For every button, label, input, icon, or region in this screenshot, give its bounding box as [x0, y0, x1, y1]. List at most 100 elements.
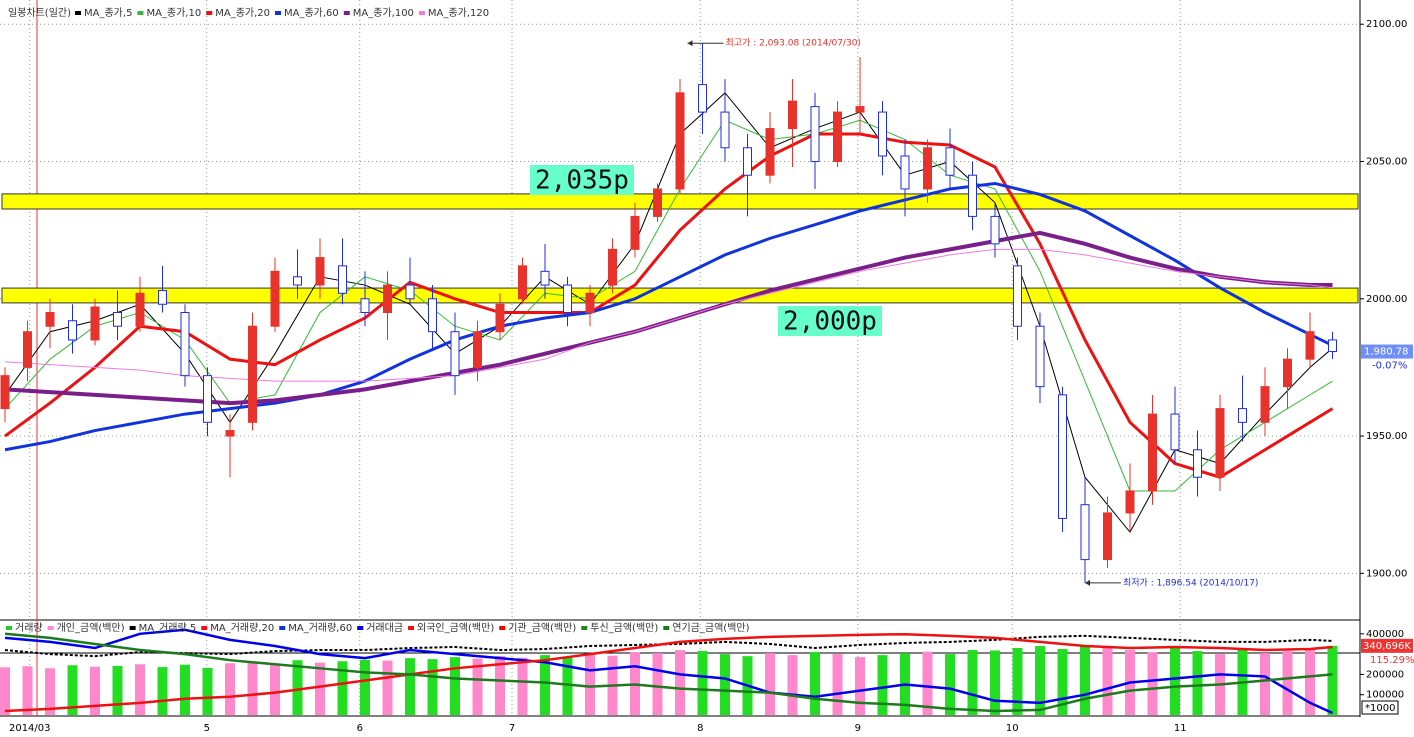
y-tick-label: 400000: [1366, 629, 1404, 640]
volume-bar: [382, 660, 393, 715]
candle-body: [1170, 413, 1180, 451]
volume-bar: [405, 658, 415, 715]
y-tick-label: 1950.00: [1366, 431, 1407, 442]
candle-body: [945, 147, 955, 176]
legend-label: 연기금_금액(백만): [672, 622, 749, 634]
candle-body: [203, 375, 212, 423]
candle-body: [1283, 358, 1292, 388]
candle-body: [1215, 408, 1225, 478]
volume-bar: [1012, 648, 1023, 715]
volume-bar: [45, 668, 55, 715]
volume-bar: [1035, 645, 1045, 715]
unit-box: [1361, 700, 1399, 715]
volume-bar: [1192, 651, 1203, 715]
y-tick-label: 2000.00: [1366, 294, 1407, 305]
candle-body: [428, 298, 437, 333]
volume-bar: [135, 664, 145, 715]
price-change: -0.07%: [1372, 361, 1407, 372]
legend-marker: [279, 626, 286, 630]
volume-bar: [787, 655, 798, 715]
candle-body: [1238, 408, 1247, 423]
volume-line: [4, 634, 1333, 658]
volume-line: [4, 632, 1333, 713]
volume-bar: [697, 651, 708, 715]
volume-bar: [720, 654, 730, 715]
candle-body: [383, 284, 392, 314]
band: [1, 193, 1359, 210]
candle-body: [878, 111, 887, 157]
candle-body: [180, 312, 190, 377]
annotation-arrowhead: [687, 40, 693, 47]
ma-line: [4, 181, 1334, 452]
candle-body: [68, 320, 77, 341]
candle-body: [450, 331, 460, 377]
x-tick-label: 8: [697, 723, 703, 734]
volume-bar: [1080, 644, 1090, 715]
legend-label: MA_종가,60: [284, 7, 339, 19]
volume-bar: [337, 661, 348, 715]
candle-body: [495, 303, 505, 333]
legend-marker: [6, 626, 12, 630]
legend-marker: [206, 11, 213, 15]
candle-body: [630, 215, 640, 250]
x-tick-label: 2014/03: [9, 723, 51, 734]
legend-label: MA_거래량,20: [210, 622, 274, 634]
volume-bar: [202, 667, 213, 715]
candle-body: [563, 284, 572, 314]
candle-body: [855, 106, 865, 113]
y-tick-label: 100000: [1366, 690, 1404, 701]
legend-marker: [137, 11, 144, 15]
candle-body: [788, 100, 797, 130]
volume-bar: [1102, 646, 1113, 715]
volume-bar: [540, 655, 550, 715]
candle-body: [675, 92, 685, 190]
legend-label: MA_거래량,60: [288, 622, 352, 634]
candle-body: [608, 248, 617, 286]
volume-bar: [427, 659, 438, 715]
candle-body: [720, 111, 730, 149]
band-label-box: [530, 165, 634, 195]
legend-marker: [47, 626, 54, 630]
volume-bar: [922, 651, 933, 715]
volume-bar: [810, 652, 820, 715]
volume-bar: [247, 661, 258, 715]
legend-marker: [343, 11, 350, 15]
candle-body: [135, 292, 145, 327]
volume-bar: [90, 666, 100, 715]
volume-bar: [675, 650, 685, 715]
legend-label: 거래량: [15, 622, 43, 634]
candle-body: [473, 331, 482, 368]
y-tick-label: 200000: [1366, 669, 1404, 680]
candle-body: [1193, 449, 1202, 478]
candle-body: [698, 84, 707, 113]
y-tick-label: 1900.00: [1366, 568, 1407, 579]
volume-tag-box: [1361, 638, 1413, 653]
legend-marker: [129, 626, 136, 630]
volume-bar: [855, 657, 865, 715]
candle-body: [765, 128, 775, 176]
candle-body: [833, 111, 842, 162]
y-tick-label: 2100.00: [1366, 19, 1407, 30]
ma-line: [4, 132, 1334, 479]
band: [1, 287, 1359, 304]
legend-label: 개인_금액(백만): [57, 622, 125, 634]
legend-marker: [75, 11, 82, 15]
legend-marker: [581, 626, 588, 630]
volume-bar: [517, 657, 528, 715]
candle-body: [293, 276, 302, 286]
candle-body: [0, 375, 10, 410]
candle-body: [1260, 386, 1270, 423]
volume-bar: [1305, 648, 1315, 715]
legend-label: 기관_금액(백만): [508, 622, 576, 634]
volume-bar: [765, 653, 775, 715]
x-tick-label: 6: [357, 723, 363, 734]
x-tick-label: 11: [1174, 723, 1187, 734]
price-tag-box: [1361, 344, 1413, 359]
volume-bar: [225, 663, 235, 715]
volume-bar: [360, 659, 370, 715]
candle-body: [923, 147, 932, 190]
candle-body: [743, 147, 752, 176]
legend-label: MA_종가,20: [215, 7, 270, 19]
volume-bar: [495, 656, 505, 715]
legend-label: MA_종가,5: [84, 7, 132, 19]
